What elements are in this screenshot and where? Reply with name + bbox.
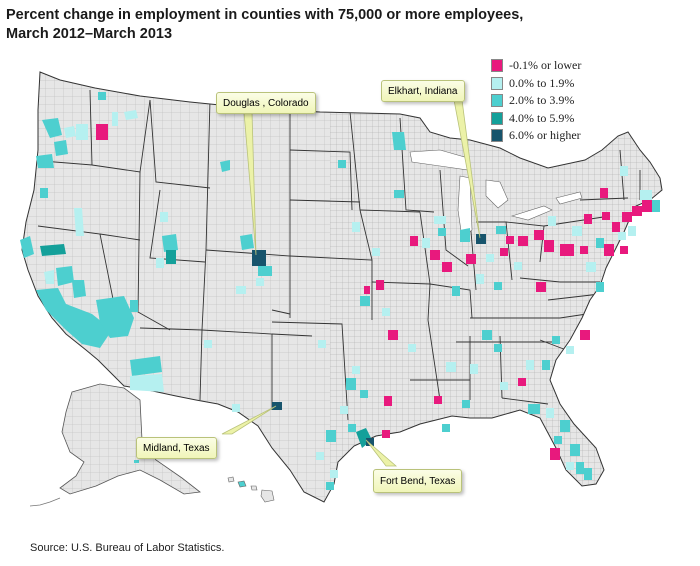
legend-swatch: [491, 76, 503, 90]
alaska: [29, 383, 202, 507]
legend-label: 4.0% to 5.9%: [509, 110, 575, 125]
legend-label: 6.0% or higher: [509, 128, 581, 143]
legend-swatch: [491, 111, 503, 125]
legend-item: 6.0% or higher: [491, 127, 581, 145]
legend-swatch: [491, 59, 503, 73]
legend-item: 2.0% to 3.9%: [491, 92, 581, 110]
callout-label: Fort Bend, Texas: [380, 475, 456, 487]
title-line-2: March 2012–March 2013: [6, 26, 173, 42]
callout-label: Douglas , Colorado: [223, 97, 309, 109]
hawaii: [227, 476, 275, 503]
callout-label: Elkhart, Indiana: [388, 85, 458, 97]
callout-douglas-colorado: Douglas , Colorado: [216, 92, 316, 114]
legend-label: 0.0% to 1.9%: [509, 75, 575, 90]
source-note: Source: U.S. Bureau of Labor Statistics.: [30, 542, 225, 554]
chart-title: Percent change in employment in counties…: [6, 6, 566, 44]
legend: -0.1% or lower 0.0% to 1.9% 2.0% to 3.9%…: [491, 57, 581, 145]
callout-elkhart-indiana: Elkhart, Indiana: [381, 80, 465, 102]
legend-label: -0.1% or lower: [509, 58, 582, 73]
title-line-1: Percent change in employment in counties…: [6, 7, 524, 23]
legend-item: 4.0% to 5.9%: [491, 110, 581, 128]
legend-label: 2.0% to 3.9%: [509, 93, 575, 108]
county-highlights: [20, 92, 660, 490]
callout-label: Midland, Texas: [143, 442, 210, 454]
callout-midland-texas: Midland, Texas: [136, 437, 217, 459]
legend-swatch: [491, 94, 503, 108]
callout-fort-bend-texas: Fort Bend, Texas: [373, 469, 463, 493]
legend-item: -0.1% or lower: [491, 57, 581, 75]
legend-swatch: [491, 129, 503, 143]
legend-item: 0.0% to 1.9%: [491, 75, 581, 93]
